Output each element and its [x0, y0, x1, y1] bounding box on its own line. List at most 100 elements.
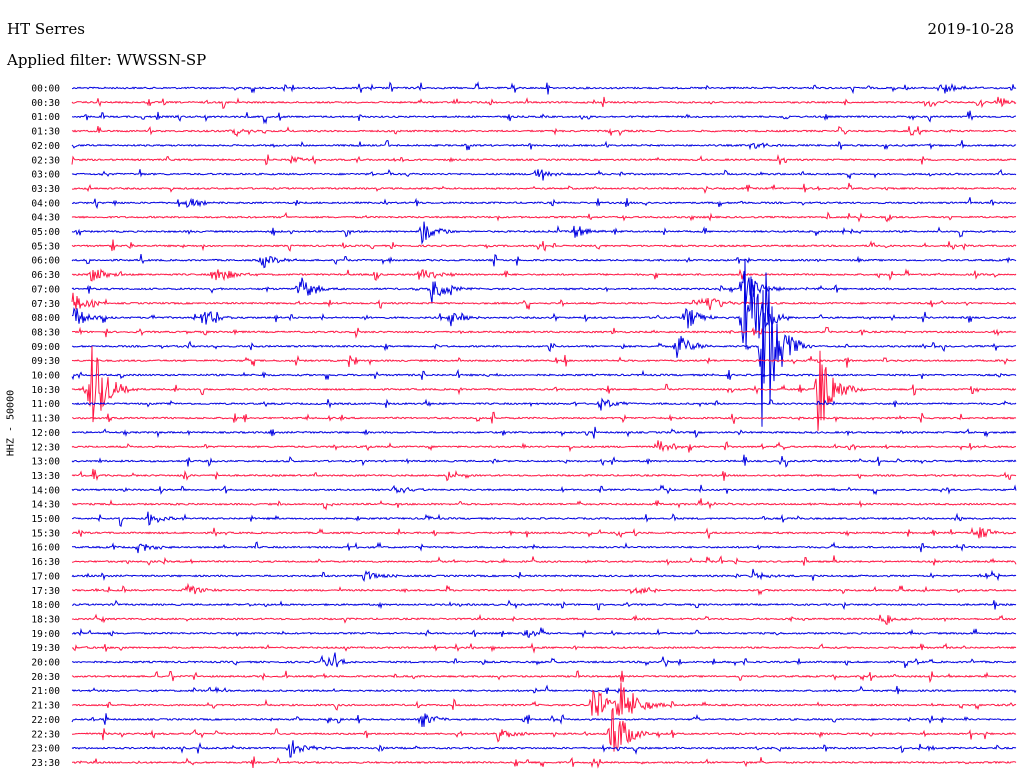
- row-label-2000: 20:00: [31, 658, 60, 669]
- trace-row-1900: [71, 627, 1017, 639]
- row-label-2100: 21:00: [31, 686, 60, 697]
- row-label-2200: 22:00: [31, 715, 60, 726]
- trace-row-0830: [72, 326, 1017, 339]
- row-label-0000: 00:00: [31, 84, 60, 95]
- trace-row-2200: [71, 713, 1017, 728]
- trace-row-0730: [71, 292, 1017, 311]
- row-label-2130: 21:30: [31, 701, 60, 712]
- trace-row-2230: [71, 707, 1017, 752]
- station-title: HT Serres: [7, 20, 85, 38]
- trace-row-1400: [71, 484, 1017, 496]
- trace-row-2000: [72, 652, 1017, 669]
- row-label-1530: 15:30: [31, 528, 60, 539]
- row-label-1800: 18:00: [31, 600, 60, 611]
- row-label-0100: 01:00: [31, 112, 60, 123]
- traces: [71, 81, 1017, 769]
- trace-row-1430: [72, 498, 1017, 511]
- row-label-2030: 20:30: [31, 672, 60, 683]
- trace-row-2330: [72, 756, 1017, 769]
- trace-row-2300: [71, 740, 1017, 758]
- trace-row-0900: [71, 272, 1017, 427]
- row-label-0130: 01:30: [31, 127, 60, 138]
- row-labels: 00:00 00:30 01:00 01:30 02:00 02:30 03:00 03:30…: [31, 84, 60, 769]
- row-label-0630: 06:30: [31, 270, 60, 281]
- row-label-0700: 07:00: [31, 284, 60, 295]
- row-label-0900: 09:00: [31, 342, 60, 353]
- trace-row-0030: [71, 96, 1017, 109]
- row-label-1600: 16:00: [31, 543, 60, 554]
- row-label-1230: 12:30: [31, 442, 60, 453]
- trace-row-0700: [71, 271, 1017, 304]
- row-label-1900: 19:00: [31, 629, 60, 640]
- trace-row-0530: [71, 239, 1017, 252]
- filter-label: Applied filter: WWSSN-SP: [7, 51, 207, 69]
- trace-row-0230: [71, 154, 1017, 166]
- row-label-0430: 04:30: [31, 213, 60, 224]
- row-label-1200: 12:00: [31, 428, 60, 439]
- trace-row-0630: [71, 268, 1017, 282]
- row-label-0930: 09:30: [31, 356, 60, 367]
- row-label-1100: 11:00: [31, 399, 60, 410]
- row-label-1500: 15:00: [31, 514, 60, 525]
- trace-row-0600: [71, 254, 1017, 269]
- row-label-1730: 17:30: [31, 586, 60, 597]
- trace-row-1500: [71, 511, 1017, 528]
- trace-row-0930: [71, 354, 1017, 368]
- row-label-0800: 08:00: [31, 313, 60, 324]
- trace-row-1730: [71, 582, 1017, 596]
- trace-row-1300: [71, 454, 1017, 468]
- trace-row-1630: [71, 555, 1017, 566]
- row-label-0400: 04:00: [31, 198, 60, 209]
- date-label: 2019-10-28: [927, 20, 1014, 38]
- row-label-0600: 06:00: [31, 256, 60, 267]
- row-label-1930: 19:30: [31, 643, 60, 654]
- trace-row-1830: [71, 613, 1017, 626]
- trace-row-1800: [71, 599, 1017, 611]
- trace-row-0130: [71, 125, 1017, 138]
- trace-row-1000: [71, 368, 1017, 381]
- trace-row-0000: [71, 81, 1017, 95]
- row-label-1030: 10:30: [31, 385, 60, 396]
- row-label-0200: 02:00: [31, 141, 60, 152]
- row-label-1430: 14:30: [31, 500, 60, 511]
- row-label-0530: 05:30: [31, 241, 60, 252]
- row-label-0030: 00:30: [31, 98, 60, 109]
- trace-row-0800: [71, 258, 1017, 350]
- row-label-2330: 23:30: [31, 758, 60, 769]
- row-label-0500: 05:00: [31, 227, 60, 238]
- trace-row-1100: [72, 397, 1017, 411]
- trace-row-1130: [71, 411, 1017, 424]
- row-label-1630: 16:30: [31, 557, 60, 568]
- row-label-1330: 13:30: [31, 471, 60, 482]
- trace-row-0430: [71, 211, 1017, 223]
- row-label-0730: 07:30: [31, 299, 60, 310]
- row-label-1000: 10:00: [31, 371, 60, 382]
- row-label-1400: 14:00: [31, 485, 60, 496]
- trace-row-1700: [71, 568, 1017, 583]
- trace-row-2030: [71, 670, 1017, 684]
- trace-row-1600: [71, 541, 1017, 554]
- row-label-1130: 11:30: [31, 414, 60, 425]
- trace-row-2130: [71, 682, 1017, 716]
- trace-row-1030: [71, 346, 1017, 431]
- trace-row-2100: [71, 684, 1017, 695]
- trace-row-1230: [71, 440, 1016, 453]
- row-label-0230: 02:30: [31, 155, 60, 166]
- trace-row-1200: [71, 426, 1017, 439]
- row-label-0300: 03:00: [31, 170, 60, 181]
- trace-row-1330: [71, 468, 1017, 482]
- row-label-2300: 23:00: [31, 744, 60, 755]
- trace-row-1930: [71, 642, 1017, 654]
- row-label-1830: 18:30: [31, 614, 60, 625]
- row-label-0830: 08:30: [31, 327, 60, 338]
- row-label-2230: 22:30: [31, 729, 60, 740]
- row-label-1300: 13:00: [31, 457, 60, 468]
- trace-row-0330: [71, 182, 1017, 195]
- trace-row-0500: [71, 221, 1016, 245]
- row-label-1700: 17:00: [31, 571, 60, 582]
- trace-row-0400: [71, 197, 1017, 210]
- row-label-0330: 03:30: [31, 184, 60, 195]
- trace-row-0300: [71, 168, 1017, 181]
- trace-row-0200: [71, 139, 1017, 151]
